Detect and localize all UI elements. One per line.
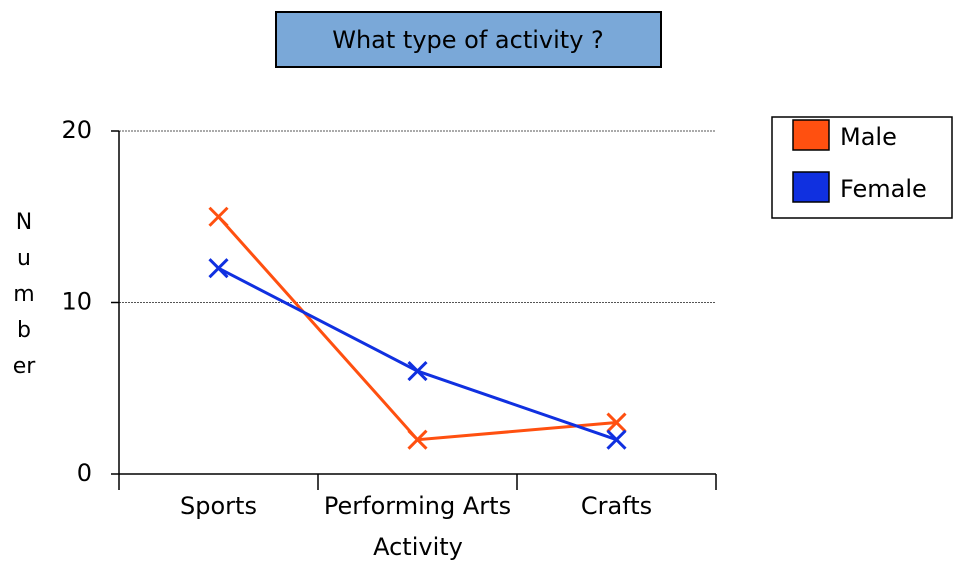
y-tick-label: 20 xyxy=(61,116,92,144)
x-axis-label: Activity xyxy=(373,533,463,561)
marker xyxy=(606,412,627,433)
legend-swatch xyxy=(792,171,830,203)
marker xyxy=(606,429,627,450)
chart-title: What type of activity ? xyxy=(332,26,604,54)
title-box xyxy=(275,11,662,68)
marker xyxy=(407,429,428,450)
marker xyxy=(407,361,428,382)
series-line xyxy=(217,215,617,442)
y-axis-label: Number xyxy=(12,210,36,379)
legend-swatch xyxy=(792,119,830,151)
y-tick-label: 10 xyxy=(61,288,92,316)
legend-label: Male xyxy=(840,123,897,151)
x-tick-label: Performing Arts xyxy=(324,492,511,520)
x-tick-label: Sports xyxy=(180,492,257,520)
series-line xyxy=(217,266,617,442)
marker xyxy=(208,258,229,279)
x-tick-label: Crafts xyxy=(581,492,652,520)
marker xyxy=(208,206,229,227)
legend-label: Female xyxy=(840,175,927,203)
y-tick-label: 0 xyxy=(77,459,92,487)
